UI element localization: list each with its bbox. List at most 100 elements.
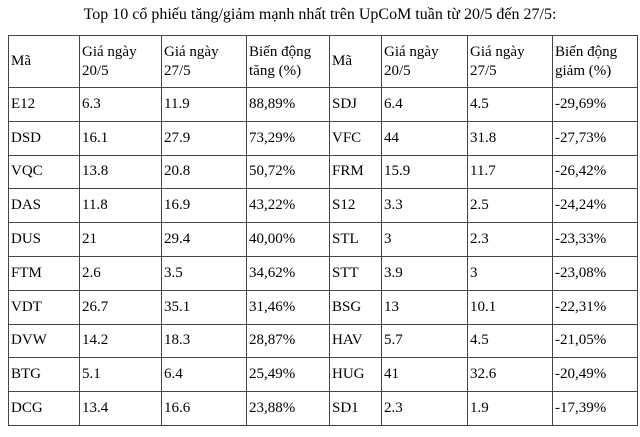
stock-code-cell: SD1 [329,391,382,426]
price-cell: 32.6 [467,357,553,393]
change-cell: 34,62% [246,255,330,291]
table-row: DUS 21 29.4 40,00% STL 3 2.3 -23,33% [8,222,638,257]
price-cell: 3 [381,222,468,257]
price-cell: 2.5 [467,188,553,224]
stock-code-cell: DSD [8,120,80,156]
table-row: BTG 5.1 6.4 25,49% HUG 41 32.6 -20,49% [8,357,638,393]
stock-code-cell: DUS [8,222,80,257]
stock-code-cell: HUG [329,357,382,393]
price-cell: 44 [381,120,468,156]
change-cell: -29,69% [552,87,638,122]
price-cell: 15.9 [381,154,468,190]
change-cell: 28,87% [246,323,330,359]
stock-code-cell: STL [329,222,382,257]
stock-code-cell: VDT [8,289,80,325]
price-cell: 11.8 [79,188,162,224]
change-cell: -22,31% [552,289,638,325]
price-cell: 13.4 [79,391,162,426]
header-change-losers: Biến động giảm (%) [552,35,638,88]
stock-code-cell: E12 [8,87,80,122]
header-price-20-5-losers: Giá ngày 20/5 [381,35,468,88]
price-cell: 1.9 [467,391,553,426]
price-cell: 18.3 [161,323,247,359]
price-cell: 21 [79,222,162,257]
table-row: DSD 16.1 27.9 73,29% VFC 44 31.8 -27,73% [8,120,638,156]
stock-table: Mã Giá ngày 20/5 Giá ngày 27/5 Biến động… [8,35,638,426]
table-row: E12 6.3 11.9 88,89% SDJ 6.4 4.5 -29,69% [8,87,638,122]
header-code-gainers: Mã [8,35,80,88]
price-cell: 4.5 [467,87,553,122]
stock-code-cell: S12 [329,188,382,224]
price-cell: 35.1 [161,289,247,325]
price-cell: 4.5 [467,323,553,359]
price-cell: 3.9 [381,255,468,291]
stock-code-cell: FRM [329,154,382,190]
price-cell: 20.8 [161,154,247,190]
change-cell: 25,49% [246,357,330,393]
change-cell: -23,33% [552,222,638,257]
price-cell: 16.9 [161,188,247,224]
price-cell: 3 [467,255,553,291]
price-cell: 2.6 [79,255,162,291]
change-cell: -27,73% [552,120,638,156]
change-cell: -23,08% [552,255,638,291]
price-cell: 5.7 [381,323,468,359]
price-cell: 2.3 [381,391,468,426]
stock-code-cell: HAV [329,323,382,359]
change-cell: -26,42% [552,154,638,190]
price-cell: 10.1 [467,289,553,325]
price-cell: 29.4 [161,222,247,257]
change-cell: -21,05% [552,323,638,359]
change-cell: 31,46% [246,289,330,325]
header-price-27-5-gainers: Giá ngày 27/5 [161,35,247,88]
change-cell: 50,72% [246,154,330,190]
change-cell: -24,24% [552,188,638,224]
price-cell: 6.4 [161,357,247,393]
change-cell: 40,00% [246,222,330,257]
price-cell: 31.8 [467,120,553,156]
stock-code-cell: STT [329,255,382,291]
table-row: FTM 2.6 3.5 34,62% STT 3.9 3 -23,08% [8,255,638,291]
price-cell: 6.4 [381,87,468,122]
price-cell: 16.1 [79,120,162,156]
stock-code-cell: FTM [8,255,80,291]
price-cell: 16.6 [161,391,247,426]
table-row: VQC 13.8 20.8 50,72% FRM 15.9 11.7 -26,4… [8,154,638,190]
price-cell: 26.7 [79,289,162,325]
price-cell: 6.3 [79,87,162,122]
change-cell: -17,39% [552,391,638,426]
price-cell: 11.7 [467,154,553,190]
page-title: Top 10 cổ phiếu tăng/giảm mạnh nhất trên… [83,6,557,23]
stock-code-cell: DVW [8,323,80,359]
price-cell: 2.3 [467,222,553,257]
price-cell: 27.9 [161,120,247,156]
table-row: DCG 13.4 16.6 23,88% SD1 2.3 1.9 -17,39% [8,391,638,426]
stock-code-cell: SDJ [329,87,382,122]
stock-code-cell: BTG [8,357,80,393]
change-cell: -20,49% [552,357,638,393]
table-row: VDT 26.7 35.1 31,46% BSG 13 10.1 -22,31% [8,289,638,325]
header-price-20-5-gainers: Giá ngày 20/5 [79,35,162,88]
price-cell: 13.8 [79,154,162,190]
stock-code-cell: BSG [329,289,382,325]
table-row: DVW 14.2 18.3 28,87% HAV 5.7 4.5 -21,05% [8,323,638,359]
price-cell: 41 [381,357,468,393]
table-header-row: Mã Giá ngày 20/5 Giá ngày 27/5 Biến động… [8,35,638,88]
price-cell: 14.2 [79,323,162,359]
change-cell: 43,22% [246,188,330,224]
price-cell: 11.9 [161,87,247,122]
change-cell: 73,29% [246,120,330,156]
stock-code-cell: VFC [329,120,382,156]
price-cell: 3.3 [381,188,468,224]
header-code-losers: Mã [329,35,382,88]
header-price-27-5-losers: Giá ngày 27/5 [467,35,553,88]
price-cell: 3.5 [161,255,247,291]
stock-code-cell: DCG [8,391,80,426]
price-cell: 5.1 [79,357,162,393]
stock-code-cell: DAS [8,188,80,224]
stock-code-cell: VQC [8,154,80,190]
table-row: DAS 11.8 16.9 43,22% S12 3.3 2.5 -24,24% [8,188,638,224]
price-cell: 13 [381,289,468,325]
change-cell: 23,88% [246,391,330,426]
change-cell: 88,89% [246,87,330,122]
